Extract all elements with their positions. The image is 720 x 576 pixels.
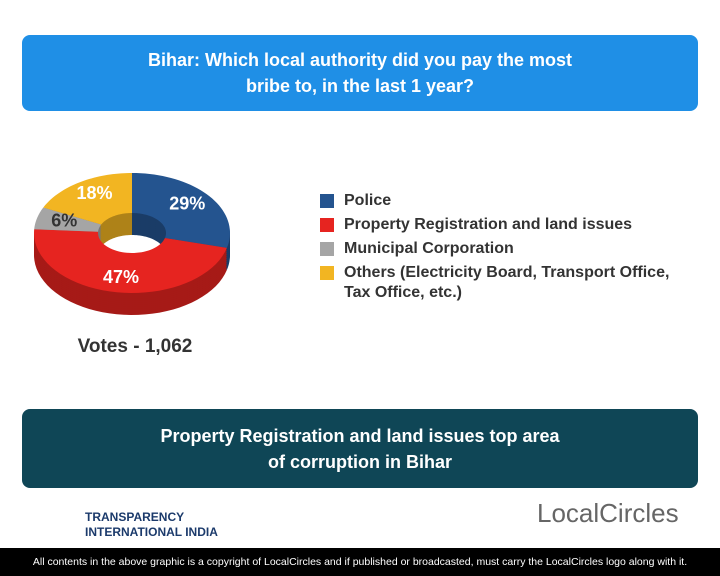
legend-item: Property Registration and land issues: [320, 215, 700, 235]
legend-label: Others (Electricity Board, Transport Off…: [344, 264, 670, 301]
legend-swatch: [320, 242, 334, 256]
data-label: 47%: [103, 267, 139, 287]
votes: Votes - 1,062: [77, 336, 193, 357]
logo-text: INTERNATIONAL INDIA: [85, 525, 218, 539]
slice: [132, 173, 230, 248]
legend-item: Others (Electricity Board, Transport Off…: [320, 263, 700, 303]
legend-swatch: [320, 266, 334, 280]
slice: [34, 207, 102, 232]
legend-label: Property Registration and land issues: [344, 216, 633, 233]
legend-swatch: [320, 218, 334, 232]
conclusion: Property Registration and land issues to…: [160, 425, 560, 472]
legend: Police Property Registration and land iss…: [320, 191, 700, 307]
title-banner: Bihar: Which local authority did you pay…: [22, 35, 698, 111]
legend-item: Municipal Corporation: [320, 239, 700, 259]
slice: [43, 173, 132, 225]
conclusion-banner: Property Registration and land issues to…: [22, 409, 698, 488]
localcircles-logo: LocalCircles: [537, 498, 679, 528]
logo-text: TRANSPARENCY: [85, 510, 185, 524]
chart-title: Bihar: Which local authority did you pay…: [147, 50, 573, 96]
slice: [34, 229, 227, 293]
data-label: 6%: [51, 210, 77, 230]
legend-item: Police: [320, 191, 700, 211]
ti-logo: TRANSPARENCY INTERNATIONAL INDIA: [85, 510, 218, 540]
chart: 29% 47% 6% 18%: [34, 173, 230, 315]
data-label: 29%: [169, 194, 205, 214]
legend-swatch: [320, 194, 334, 208]
legend-label: Police: [344, 192, 392, 209]
legend-label: Municipal Corporation: [344, 240, 514, 257]
footer: All contents in the above graphic is a c…: [0, 548, 720, 576]
data-label: 18%: [76, 183, 112, 203]
